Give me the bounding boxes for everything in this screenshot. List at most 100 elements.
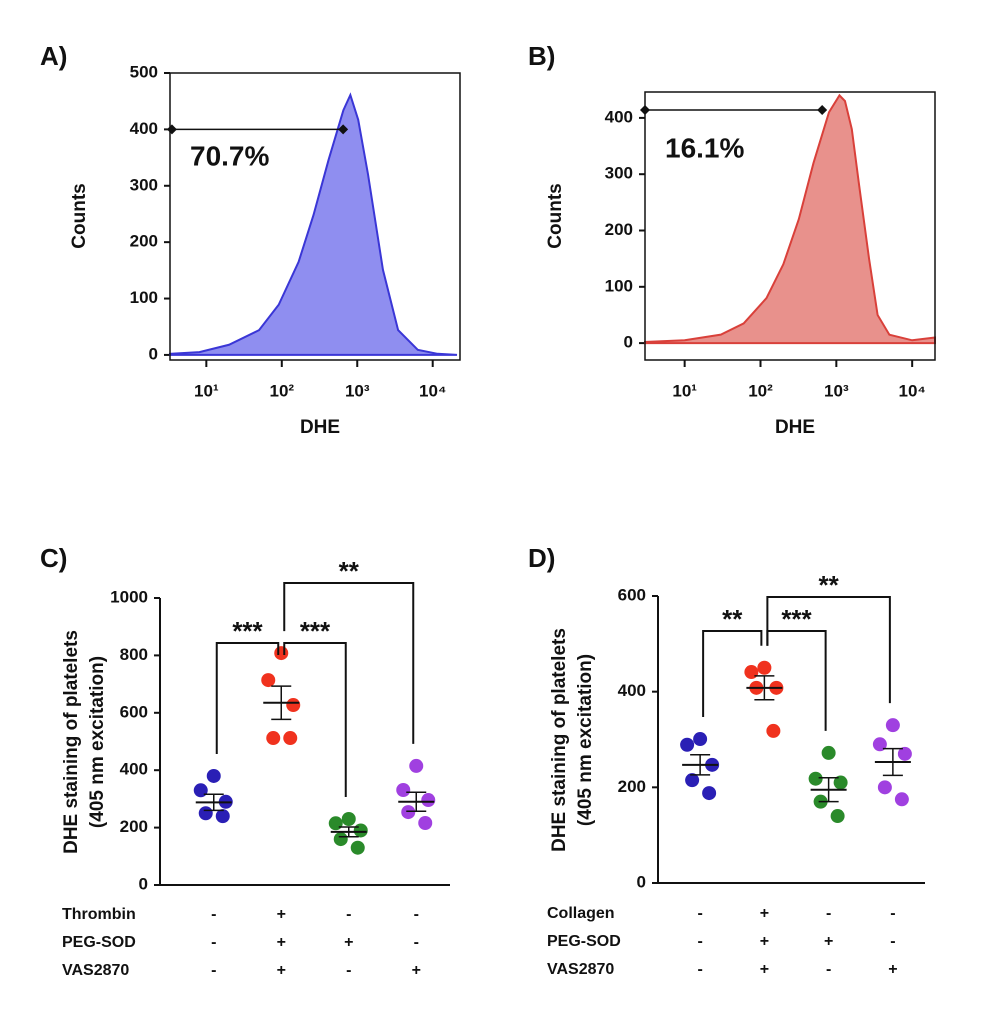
treatment-sign: - <box>211 962 216 979</box>
significance-bracket <box>283 642 347 797</box>
data-point <box>744 665 759 680</box>
data-point <box>333 832 348 847</box>
treatment-sign: + <box>824 933 833 950</box>
data-point <box>328 816 343 831</box>
data-point <box>897 746 912 761</box>
data-point <box>693 732 708 747</box>
y-axis-label: Counts <box>69 183 90 248</box>
treatment-sign: - <box>346 962 351 979</box>
x-tick-label: 10⁴ <box>899 381 926 400</box>
data-point <box>830 809 845 824</box>
gate-percentage: 70.7% <box>190 140 269 171</box>
data-point <box>341 811 356 826</box>
gate-percentage: 16.1% <box>665 132 744 163</box>
y-axis-label: Counts <box>545 183 566 248</box>
treatment-sign: - <box>414 934 419 951</box>
y-axis-label: (405 nm excitation) <box>575 654 596 826</box>
significance-label: ** <box>819 570 840 600</box>
y-tick-label: 500 <box>130 62 158 81</box>
x-axis-label: DHE <box>300 417 340 438</box>
treatment-sign: - <box>211 906 216 923</box>
treatment-sign: - <box>697 933 702 950</box>
data-point <box>757 660 772 675</box>
significance-label: ** <box>339 556 360 586</box>
x-tick-label: 10² <box>748 381 773 400</box>
data-point <box>261 673 276 688</box>
treatment-sign: + <box>277 906 286 923</box>
y-tick-label: 200 <box>130 232 158 251</box>
treatment-sign: + <box>888 961 897 978</box>
treatment-sign: - <box>414 906 419 923</box>
treatment-sign: + <box>344 934 353 951</box>
x-tick-label: 10¹ <box>194 381 219 400</box>
significance-label: *** <box>781 604 812 634</box>
treatment-sign: - <box>890 905 895 922</box>
treatment-sign: + <box>760 933 769 950</box>
treatment-name: VAS2870 <box>62 962 129 979</box>
y-tick-label: 800 <box>120 645 148 664</box>
gate-end <box>338 124 349 135</box>
x-tick-label: 10³ <box>345 381 370 400</box>
y-tick-label: 300 <box>605 164 633 183</box>
treatment-sign: - <box>346 906 351 923</box>
data-point <box>766 723 781 738</box>
treatment-name: VAS2870 <box>547 961 614 978</box>
data-point <box>808 771 823 786</box>
significance-bracket <box>283 582 415 744</box>
gate-end <box>817 105 828 116</box>
plot-frame <box>644 91 936 361</box>
data-point <box>206 768 221 783</box>
significance-label: *** <box>300 616 331 646</box>
y-tick-label: 200 <box>605 220 633 239</box>
x-axis-label: DHE <box>775 417 815 438</box>
gate-end <box>640 105 650 116</box>
treatment-sign: + <box>760 905 769 922</box>
y-axis-label: (405 nm excitation) <box>87 656 108 828</box>
data-point <box>409 758 424 773</box>
significance-bracket <box>766 596 891 704</box>
data-point <box>396 783 411 798</box>
data-point <box>283 731 298 746</box>
data-point <box>821 745 836 760</box>
treatment-name: PEG-SOD <box>62 934 136 951</box>
data-point <box>421 793 436 808</box>
y-tick-label: 0 <box>139 874 148 893</box>
treatment-name: PEG-SOD <box>547 933 621 950</box>
significance-bracket <box>702 630 763 718</box>
treatment-sign: + <box>760 961 769 978</box>
data-point <box>193 783 208 798</box>
gate-end <box>166 124 177 135</box>
histogram-area <box>169 92 458 356</box>
panel-label: B) <box>528 41 555 71</box>
y-tick-label: 300 <box>130 175 158 194</box>
y-tick-label: 0 <box>637 872 646 891</box>
panel-label: D) <box>528 543 555 573</box>
x-tick-label: 10¹ <box>672 381 697 400</box>
treatment-name: Collagen <box>547 905 615 922</box>
data-point <box>702 786 717 801</box>
data-point <box>885 718 900 733</box>
data-point <box>286 698 301 713</box>
treatment-sign: - <box>697 905 702 922</box>
data-point <box>215 809 230 824</box>
y-tick-label: 1000 <box>110 587 148 606</box>
data-point <box>274 646 289 661</box>
treatment-sign: + <box>277 934 286 951</box>
y-tick-label: 400 <box>605 107 633 126</box>
y-tick-label: 100 <box>605 276 633 295</box>
significance-label: *** <box>232 616 263 646</box>
histogram-area <box>644 93 936 345</box>
treatment-sign: + <box>412 962 421 979</box>
plot-frame <box>169 72 461 361</box>
y-tick-label: 400 <box>120 760 148 779</box>
y-axis-label: DHE staining of platelets <box>549 628 570 852</box>
y-tick-label: 400 <box>130 119 158 138</box>
treatment-sign: - <box>890 933 895 950</box>
data-point <box>198 806 213 821</box>
x-tick-label: 10⁴ <box>419 381 446 400</box>
y-tick-label: 600 <box>120 702 148 721</box>
data-point <box>877 780 892 795</box>
significance-label: ** <box>722 604 743 634</box>
treatment-sign: - <box>826 961 831 978</box>
